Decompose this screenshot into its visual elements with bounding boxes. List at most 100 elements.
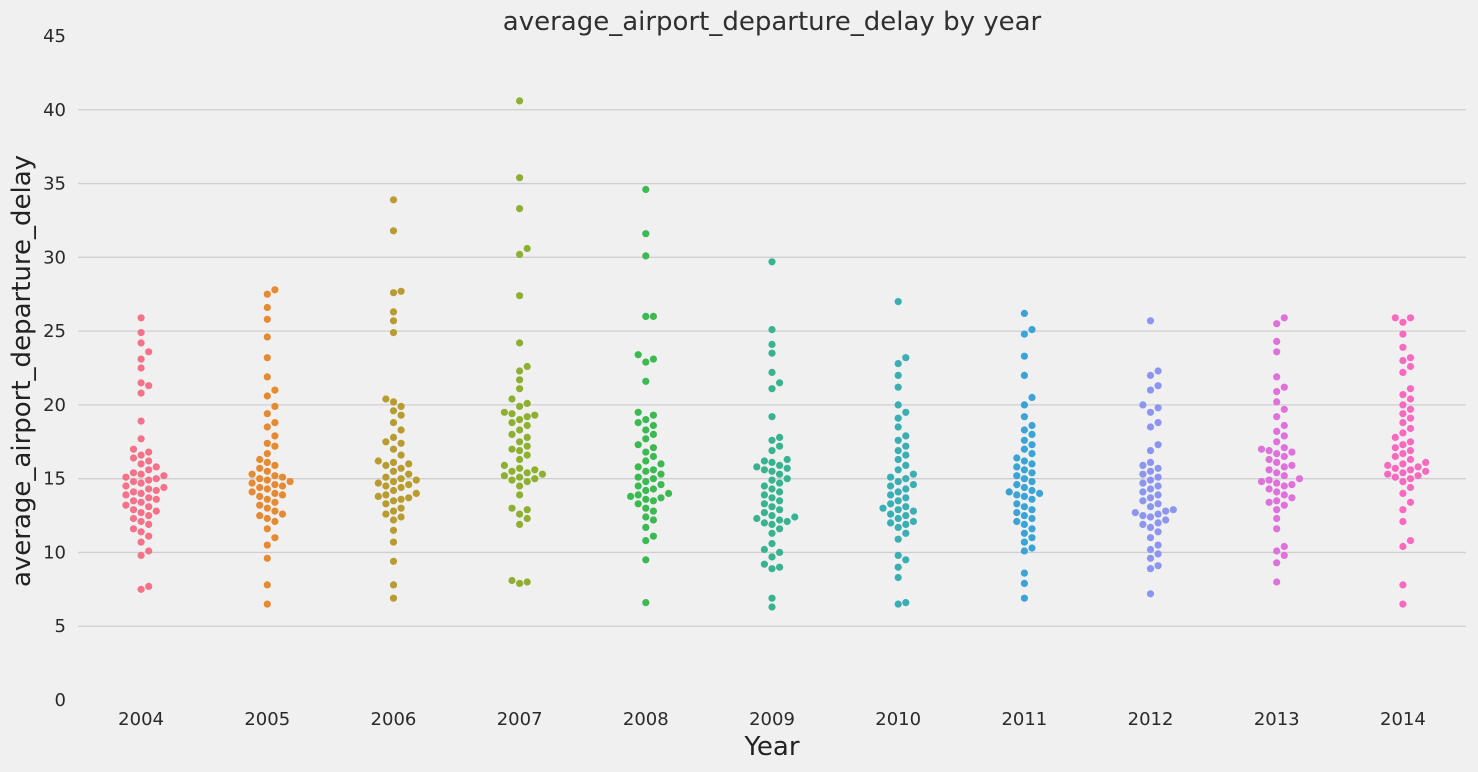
data-point-2012 (1154, 491, 1162, 499)
data-point-2007 (523, 514, 531, 523)
data-point-2005 (263, 315, 271, 323)
data-point-2009 (768, 520, 776, 529)
data-point-2004 (152, 486, 160, 495)
data-point-2009 (776, 563, 784, 571)
data-point-2005 (271, 498, 279, 506)
data-point-2005 (271, 286, 279, 294)
data-point-2004 (137, 538, 145, 546)
data-point-2012 (1154, 404, 1162, 412)
data-point-2011 (1028, 478, 1036, 486)
data-point-2014 (1399, 478, 1407, 486)
data-point-2005 (263, 303, 271, 312)
data-point-2009 (768, 540, 776, 548)
data-point-2012 (1146, 590, 1155, 598)
data-point-2006 (382, 500, 390, 508)
data-point-2004 (137, 379, 145, 387)
data-point-2005 (263, 476, 271, 484)
data-point-2011 (1020, 529, 1028, 537)
y-axis-label: average_airport_departure_delay (7, 155, 37, 587)
data-point-2006 (389, 516, 398, 524)
data-point-2014 (1406, 537, 1415, 545)
data-point-2004 (145, 520, 153, 529)
data-point-2006 (397, 483, 405, 492)
data-point-2007 (508, 504, 516, 512)
data-point-2013 (1280, 444, 1288, 452)
data-point-2014 (1391, 464, 1399, 472)
data-point-2004 (145, 511, 153, 520)
data-point-2008 (642, 358, 650, 366)
data-point-2004 (137, 489, 145, 497)
data-point-2012 (1146, 545, 1155, 554)
data-point-2006 (382, 482, 390, 490)
data-point-2007 (500, 461, 508, 469)
data-point-2007 (538, 470, 547, 478)
data-point-2006 (382, 461, 390, 469)
data-point-2013 (1280, 452, 1288, 461)
data-point-2006 (389, 486, 398, 495)
data-point-2005 (263, 333, 271, 341)
data-point-2005 (263, 423, 271, 431)
data-point-2014 (1399, 489, 1407, 497)
data-point-2004 (160, 483, 168, 492)
data-point-2005 (248, 488, 256, 496)
data-point-2004 (129, 488, 138, 496)
data-point-2010 (894, 497, 902, 505)
data-point-2006 (389, 317, 398, 325)
data-point-2011 (1028, 460, 1036, 468)
data-point-2011 (1020, 436, 1028, 444)
data-point-2014 (1406, 362, 1415, 371)
data-point-2014 (1422, 458, 1430, 466)
data-point-2008 (642, 537, 650, 545)
data-point-2008 (657, 470, 665, 478)
data-point-2010 (894, 466, 902, 474)
data-point-2010 (879, 504, 887, 512)
data-point-2008 (642, 504, 650, 512)
data-point-2008 (642, 230, 650, 238)
data-point-2007 (523, 433, 531, 441)
data-point-2011 (1020, 466, 1028, 474)
data-point-2011 (1020, 309, 1028, 317)
y-tick-label: 40 (43, 100, 66, 121)
data-point-2008 (642, 523, 650, 532)
data-point-2011 (1013, 491, 1021, 499)
data-point-2011 (1020, 483, 1028, 492)
data-point-2013 (1280, 405, 1288, 413)
y-tick-label: 35 (43, 174, 66, 195)
data-point-2010 (894, 455, 902, 464)
data-point-2007 (516, 438, 524, 446)
data-point-2005 (263, 354, 271, 362)
data-point-2004 (152, 463, 160, 471)
data-point-2012 (1154, 367, 1162, 375)
data-point-2005 (278, 510, 287, 518)
data-point-2006 (389, 594, 398, 602)
data-point-2012 (1146, 523, 1155, 532)
data-point-2011 (1028, 441, 1036, 449)
data-point-2012 (1131, 508, 1139, 517)
data-point-2011 (1028, 506, 1036, 514)
data-point-2009 (753, 514, 761, 523)
data-point-2013 (1288, 448, 1296, 456)
data-point-2012 (1146, 447, 1155, 455)
data-point-2006 (389, 289, 398, 297)
data-point-2004 (122, 491, 130, 499)
data-point-2005 (256, 483, 264, 492)
data-point-2013 (1265, 455, 1273, 464)
data-point-2006 (389, 478, 398, 486)
data-point-2006 (389, 467, 398, 475)
data-point-2013 (1273, 388, 1281, 396)
data-point-2014 (1406, 447, 1415, 455)
data-point-2006 (389, 398, 398, 406)
data-point-2011 (1020, 503, 1028, 511)
data-point-2013 (1273, 514, 1281, 523)
data-point-2013 (1265, 466, 1273, 474)
data-point-2007 (516, 426, 524, 434)
data-point-2009 (783, 475, 791, 483)
data-point-2007 (516, 292, 524, 300)
data-point-2013 (1273, 559, 1281, 567)
data-point-2005 (256, 464, 264, 472)
data-point-2007 (508, 430, 516, 438)
data-point-2005 (263, 581, 271, 589)
data-point-2005 (271, 402, 279, 410)
data-point-2010 (894, 360, 902, 368)
data-point-2011 (1020, 538, 1028, 546)
